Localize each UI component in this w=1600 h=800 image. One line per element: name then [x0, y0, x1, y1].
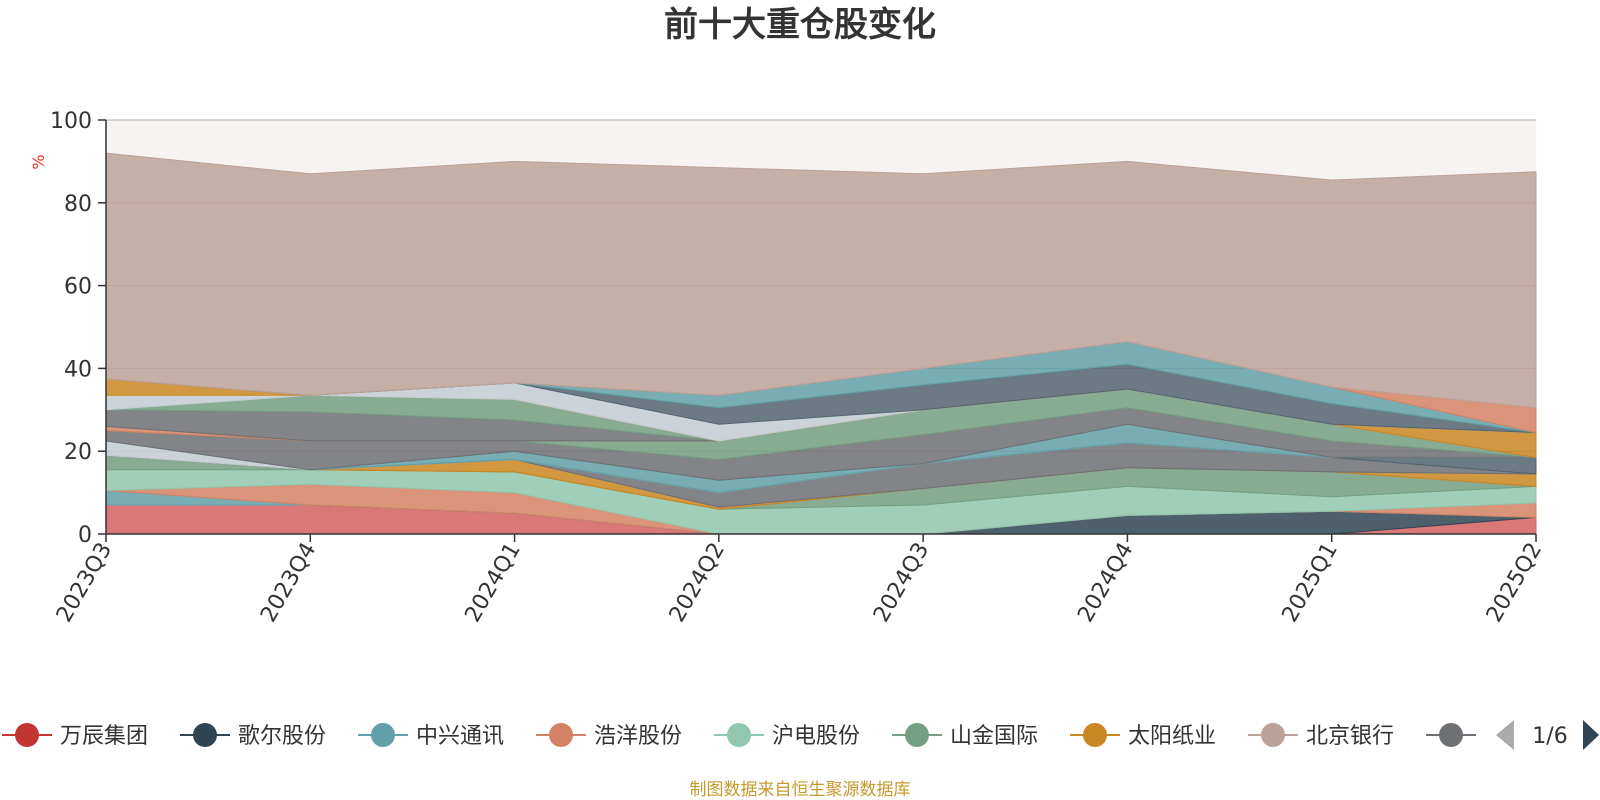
- legend-label: 万辰集团: [60, 724, 148, 749]
- next-page-icon[interactable]: [1583, 720, 1599, 750]
- chart-title: 前十大重仓股变化: [664, 5, 936, 45]
- legend-item: 歌尔股份: [180, 723, 326, 749]
- legend-dot-icon: [549, 723, 573, 747]
- x-tick-label: 2024Q4: [1073, 539, 1138, 627]
- y-tick-label: 60: [64, 275, 92, 300]
- legend-label: 中兴通讯: [416, 724, 504, 749]
- legend-label: 山金国际: [950, 724, 1038, 749]
- data-source-note: 制图数据来自恒生聚源数据库: [690, 780, 911, 800]
- legend-label: 北京银行: [1306, 724, 1394, 749]
- prev-page-icon[interactable]: [1496, 720, 1514, 750]
- area-series-group: [105, 152, 1537, 535]
- legend-dot-icon: [727, 723, 751, 747]
- legend-dot-icon: [905, 723, 929, 747]
- x-tick-label: 2024Q1: [460, 539, 525, 627]
- legend-label: 歌尔股份: [238, 724, 326, 749]
- legend-dot-icon: [15, 723, 39, 747]
- y-tick-label: 20: [64, 440, 92, 465]
- legend-dot-icon: [1261, 723, 1285, 747]
- legend-items: 万辰集团 歌尔股份 中兴通讯 浩洋股份 沪电股份 山金国际 太阳纸业 北京银行 伟: [2, 723, 1476, 749]
- legend-dot-icon: [193, 723, 217, 747]
- x-tick-label: 2024Q3: [869, 539, 934, 627]
- legend-dot-icon: [371, 723, 395, 747]
- x-tick-label: 2023Q4: [256, 539, 321, 627]
- legend-pager: 1/6: [1496, 720, 1599, 750]
- y-tick-label: 40: [64, 357, 92, 382]
- legend-dot-icon: [1083, 723, 1107, 747]
- x-tick-label: 2023Q3: [52, 539, 117, 627]
- y-axis-unit: %: [29, 154, 48, 169]
- area-series-24: [105, 152, 1537, 409]
- legend-item: 山金国际: [892, 723, 1038, 749]
- legend-item: 中兴通讯: [358, 723, 504, 749]
- x-tick-label: 2024Q2: [665, 539, 730, 627]
- legend: 万辰集团 歌尔股份 中兴通讯 浩洋股份 沪电股份 山金国际 太阳纸业 北京银行 伟: [2, 723, 1476, 749]
- y-tick-label: 0: [78, 523, 92, 548]
- legend-page-indicator: 1/6: [1532, 724, 1567, 749]
- legend-label: 浩洋股份: [594, 724, 682, 749]
- legend-item: 伟: [1426, 723, 1476, 747]
- legend-label: 沪电股份: [772, 724, 860, 749]
- legend-dot-icon: [1439, 723, 1463, 747]
- x-tick-label: 2025Q1: [1278, 539, 1343, 627]
- y-tick-label: 100: [50, 109, 92, 134]
- legend-item: 沪电股份: [714, 723, 860, 749]
- x-tick-label: 2025Q2: [1482, 539, 1547, 627]
- legend-label: 太阳纸业: [1128, 724, 1216, 749]
- legend-item: 浩洋股份: [536, 723, 682, 749]
- legend-item: 太阳纸业: [1070, 723, 1216, 749]
- legend-item: 北京银行: [1248, 723, 1394, 749]
- legend-item: 万辰集团: [2, 723, 148, 749]
- y-tick-label: 80: [64, 192, 92, 217]
